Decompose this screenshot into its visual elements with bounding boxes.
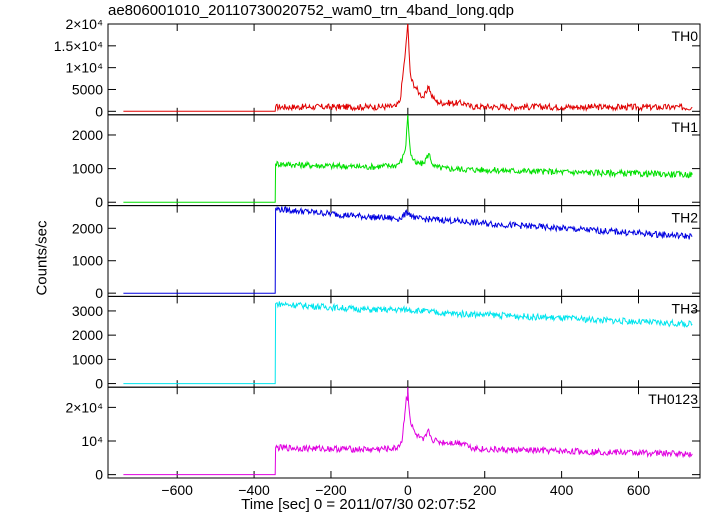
series-label: TH2 <box>672 210 699 226</box>
series-line <box>123 205 693 294</box>
panel-th0: 0 5000 1×10⁴ 1.5×10⁴ 2×10⁴ TH0 <box>54 16 701 119</box>
x-axis-label: Time [sec] 0 = 2011/07/30 02:07:52 <box>241 496 476 513</box>
y-tick-label: 1×10⁴ <box>65 60 103 76</box>
y-tick-label: 1000 <box>72 351 103 367</box>
panel-frame <box>107 23 701 116</box>
y-tick-label: 0 <box>95 194 103 210</box>
x-tick-label: 600 <box>627 482 651 498</box>
x-tick-label: −200 <box>315 482 347 498</box>
y-tick-label: 5000 <box>72 81 103 97</box>
series-line <box>123 23 693 112</box>
y-tick-label: 2000 <box>72 220 103 236</box>
panel-th1: 0 1000 2000 TH1 <box>72 114 701 210</box>
y-tick-label: 0 <box>95 467 103 483</box>
y-tick-label: 3000 <box>72 303 103 319</box>
series-line <box>123 114 693 203</box>
series-line <box>123 387 693 476</box>
panel-th3: 0 1000 2000 3000 TH3 <box>72 295 701 392</box>
panel-th0123: 0 10⁴ 2×10⁴ TH0123 <box>65 386 701 483</box>
y-tick-label: 1000 <box>72 161 103 177</box>
y-tick-label: 0 <box>95 103 103 119</box>
chart-title: ae806001010_20110730020752_wam0_trn_4ban… <box>108 2 514 19</box>
series-label: TH3 <box>672 300 699 316</box>
x-tick-label: −400 <box>238 482 270 498</box>
series-label: TH1 <box>672 119 699 135</box>
panel-frame <box>107 205 701 297</box>
x-tick-label: 200 <box>473 482 497 498</box>
series-label: TH0 <box>672 28 699 44</box>
panel-frame <box>107 114 701 207</box>
y-tick-label: 2000 <box>72 327 103 343</box>
y-tick-label: 0 <box>95 376 103 392</box>
y-tick-label: 1.5×10⁴ <box>54 38 103 54</box>
y-tick-label: 2000 <box>72 127 103 143</box>
y-tick-label: 2×10⁴ <box>65 16 103 32</box>
y-tick-label: 0 <box>95 285 103 301</box>
panel-th2: 0 1000 2000 TH2 <box>72 205 701 301</box>
y-tick-label: 2×10⁴ <box>65 399 103 415</box>
series-label: TH0123 <box>648 391 698 407</box>
y-tick-label: 10⁴ <box>81 433 103 449</box>
series-line <box>123 301 693 385</box>
x-tick-label: −600 <box>161 482 193 498</box>
x-tick-label: 0 <box>404 482 412 498</box>
y-tick-label: 1000 <box>72 253 103 269</box>
y-axis-label: Counts/sec <box>33 220 51 296</box>
panel-frame <box>107 386 701 479</box>
x-tick-label: 400 <box>550 482 574 498</box>
